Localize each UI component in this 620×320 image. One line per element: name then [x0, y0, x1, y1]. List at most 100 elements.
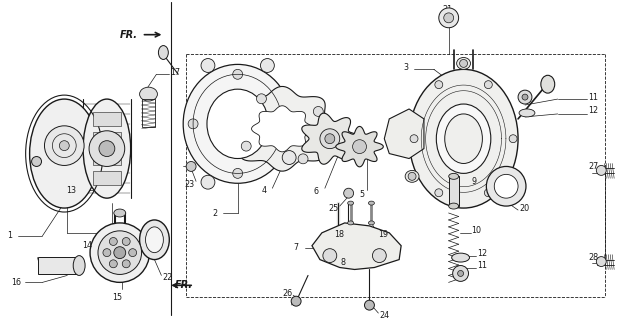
Bar	[93, 112, 121, 126]
Text: 23: 23	[184, 180, 194, 189]
Circle shape	[277, 119, 287, 129]
Text: 27: 27	[588, 162, 599, 171]
Text: 18: 18	[334, 230, 343, 239]
Ellipse shape	[405, 171, 419, 182]
Ellipse shape	[449, 173, 459, 179]
Text: 11: 11	[588, 92, 598, 101]
Ellipse shape	[30, 99, 99, 208]
Circle shape	[89, 131, 125, 166]
Ellipse shape	[114, 209, 126, 217]
Text: 14: 14	[82, 241, 92, 250]
Circle shape	[60, 141, 69, 151]
Bar	[93, 132, 121, 146]
Ellipse shape	[183, 64, 292, 183]
Ellipse shape	[140, 220, 169, 260]
Ellipse shape	[368, 221, 374, 225]
Text: 9: 9	[471, 177, 477, 186]
Circle shape	[186, 162, 196, 172]
Circle shape	[459, 60, 467, 68]
Text: 24: 24	[379, 310, 389, 320]
Text: 16: 16	[11, 278, 21, 287]
Ellipse shape	[368, 201, 374, 205]
Ellipse shape	[83, 99, 131, 198]
Circle shape	[122, 237, 130, 245]
Circle shape	[323, 249, 337, 262]
Circle shape	[458, 270, 464, 276]
Text: 2: 2	[212, 209, 217, 218]
Circle shape	[410, 135, 418, 143]
Circle shape	[122, 260, 130, 268]
Text: 25: 25	[329, 204, 339, 212]
Ellipse shape	[541, 75, 555, 93]
Bar	[93, 172, 121, 185]
Ellipse shape	[73, 256, 85, 276]
Ellipse shape	[140, 87, 157, 101]
Circle shape	[509, 135, 517, 143]
Circle shape	[45, 126, 84, 165]
Text: 22: 22	[162, 273, 172, 282]
Ellipse shape	[348, 201, 353, 205]
Circle shape	[291, 296, 301, 306]
Circle shape	[484, 189, 492, 197]
Text: 6: 6	[314, 187, 319, 196]
Circle shape	[129, 249, 136, 257]
Text: 10: 10	[471, 226, 482, 235]
Circle shape	[109, 260, 117, 268]
Text: 21: 21	[443, 5, 453, 14]
Text: 8: 8	[341, 258, 346, 267]
Circle shape	[494, 174, 518, 198]
Circle shape	[518, 90, 532, 104]
Circle shape	[109, 237, 117, 245]
Text: FR.: FR.	[120, 30, 138, 40]
Text: 1: 1	[7, 231, 12, 240]
Circle shape	[90, 223, 149, 282]
Text: 20: 20	[519, 204, 529, 212]
Circle shape	[98, 231, 141, 275]
Circle shape	[257, 94, 267, 104]
Ellipse shape	[457, 58, 471, 69]
Circle shape	[486, 166, 526, 206]
Text: FR.: FR.	[175, 280, 193, 290]
Circle shape	[260, 59, 274, 72]
Polygon shape	[312, 223, 401, 269]
Circle shape	[320, 129, 340, 148]
Ellipse shape	[519, 109, 535, 117]
Circle shape	[32, 156, 42, 166]
Bar	[93, 152, 121, 165]
Polygon shape	[336, 126, 383, 167]
Text: 11: 11	[477, 261, 487, 270]
Polygon shape	[226, 86, 339, 171]
Circle shape	[522, 94, 528, 100]
Text: 13: 13	[66, 186, 76, 195]
Ellipse shape	[452, 253, 469, 262]
Circle shape	[596, 165, 606, 175]
Circle shape	[103, 249, 111, 257]
Circle shape	[484, 81, 492, 89]
Circle shape	[282, 151, 296, 164]
Circle shape	[435, 189, 443, 197]
Circle shape	[439, 8, 459, 28]
Circle shape	[99, 141, 115, 156]
Circle shape	[241, 141, 251, 151]
Bar	[141, 99, 156, 127]
Text: 17: 17	[170, 68, 180, 77]
Circle shape	[201, 175, 215, 189]
Text: 12: 12	[588, 107, 598, 116]
Circle shape	[325, 134, 335, 144]
Text: 5: 5	[360, 190, 365, 199]
Circle shape	[201, 59, 215, 72]
Text: 15: 15	[112, 293, 122, 302]
Ellipse shape	[409, 69, 518, 208]
Polygon shape	[302, 113, 360, 164]
Ellipse shape	[146, 227, 163, 253]
Circle shape	[596, 257, 606, 267]
Bar	[38, 257, 79, 275]
Circle shape	[365, 300, 374, 310]
Ellipse shape	[207, 89, 268, 158]
Circle shape	[435, 81, 443, 89]
Polygon shape	[384, 109, 424, 158]
Circle shape	[343, 188, 353, 198]
Circle shape	[453, 266, 469, 281]
Text: 12: 12	[477, 249, 487, 258]
Circle shape	[298, 154, 308, 164]
